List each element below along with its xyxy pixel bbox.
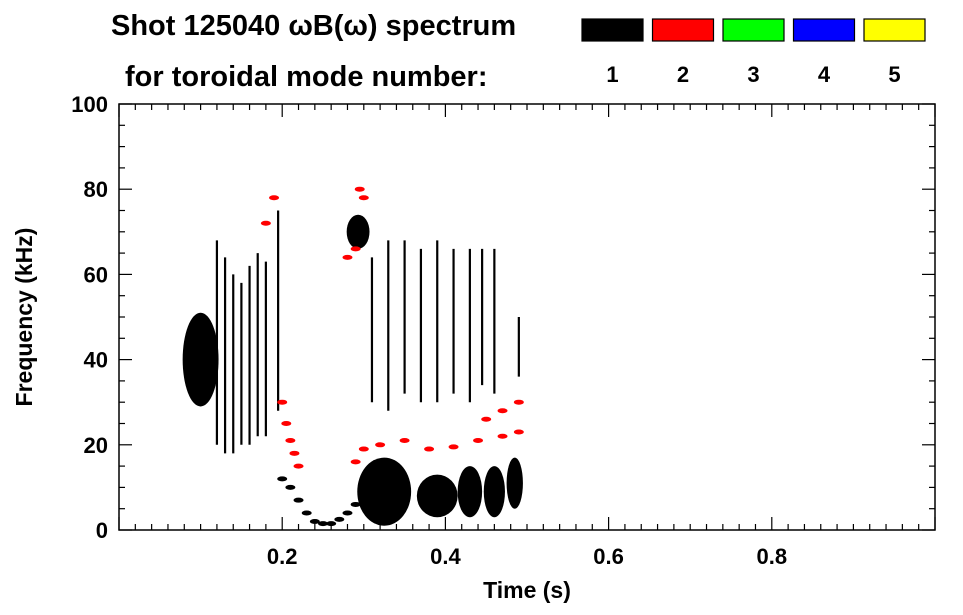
mode-point bbox=[342, 510, 353, 516]
mode-point bbox=[277, 399, 288, 405]
y-axis-label: Frequency (kHz) bbox=[11, 228, 37, 407]
mode-point bbox=[358, 493, 369, 499]
x-tick-label: 0.6 bbox=[593, 544, 624, 569]
mode-point bbox=[269, 195, 280, 201]
plot-data bbox=[182, 186, 524, 527]
mode-point bbox=[285, 438, 296, 444]
y-tick-label: 100 bbox=[71, 92, 108, 117]
mode-point bbox=[334, 516, 345, 522]
mode-point bbox=[309, 518, 320, 524]
y-tick-label: 80 bbox=[84, 177, 108, 202]
mode-point bbox=[354, 186, 365, 192]
mode-point bbox=[281, 421, 292, 426]
mode-point bbox=[513, 399, 524, 405]
spectral-blob bbox=[357, 457, 412, 526]
mode-point bbox=[399, 438, 410, 444]
x-tick-label: 0.8 bbox=[757, 544, 788, 569]
y-tick-label: 0 bbox=[96, 518, 108, 543]
legend-swatch bbox=[722, 18, 785, 42]
mode-point bbox=[342, 254, 353, 260]
spectral-blob bbox=[182, 312, 219, 407]
mode-point bbox=[513, 429, 524, 435]
spectral-blob bbox=[483, 466, 505, 518]
mode-point bbox=[293, 463, 304, 469]
mode-point bbox=[293, 497, 304, 503]
chart-title: Shot 125040 ωB(ω) spectrum for toroidal … bbox=[111, 10, 516, 93]
mode-point bbox=[481, 416, 492, 422]
mode-point bbox=[350, 246, 361, 252]
mode-point bbox=[424, 446, 435, 452]
legend-label: 1 bbox=[606, 62, 618, 87]
mode-point bbox=[301, 510, 312, 516]
tick-labels: 0.2 0.4 0.6 0.8 0 20 40 60 80 100 bbox=[71, 92, 787, 569]
spectral-blob bbox=[457, 466, 483, 518]
mode-point bbox=[350, 501, 361, 507]
y-tick-label: 20 bbox=[84, 433, 108, 458]
spectral-blob bbox=[346, 214, 370, 249]
mode-point bbox=[326, 521, 337, 527]
mode-point bbox=[277, 476, 288, 482]
mode-point bbox=[375, 442, 386, 448]
legend-label: 4 bbox=[818, 62, 831, 87]
title-line-1: Shot 125040 ωB(ω) spectrum bbox=[111, 10, 516, 42]
mode-point bbox=[497, 408, 508, 414]
spectral-blob bbox=[506, 457, 523, 509]
legend-label: 2 bbox=[677, 62, 689, 87]
mode-point bbox=[289, 450, 300, 456]
title-line-2: for toroidal mode number: bbox=[125, 61, 488, 93]
spectral-blob bbox=[416, 474, 458, 518]
mode-point bbox=[350, 459, 361, 465]
x-tick-label: 0.2 bbox=[267, 544, 298, 569]
legend-swatch bbox=[651, 18, 715, 42]
x-tick-label: 0.4 bbox=[430, 544, 461, 569]
legend-swatch bbox=[863, 18, 926, 42]
mode-point bbox=[358, 446, 369, 452]
mode-point bbox=[285, 484, 296, 490]
mode-point bbox=[318, 521, 328, 527]
legend-label: 5 bbox=[888, 62, 900, 87]
y-tick-label: 40 bbox=[84, 348, 108, 373]
legend-label: 3 bbox=[747, 62, 759, 87]
legend-swatch bbox=[581, 18, 644, 42]
mode-point bbox=[497, 433, 508, 439]
legend-swatch bbox=[792, 18, 856, 42]
axis-ticks bbox=[118, 103, 936, 531]
mode-point bbox=[473, 438, 484, 444]
mode-point bbox=[448, 444, 459, 450]
x-axis-label: Time (s) bbox=[483, 577, 571, 603]
mode-point bbox=[260, 220, 271, 226]
legend: 1 2 3 4 5 bbox=[581, 18, 926, 87]
y-tick-label: 60 bbox=[84, 262, 108, 287]
mode-point bbox=[358, 195, 369, 201]
